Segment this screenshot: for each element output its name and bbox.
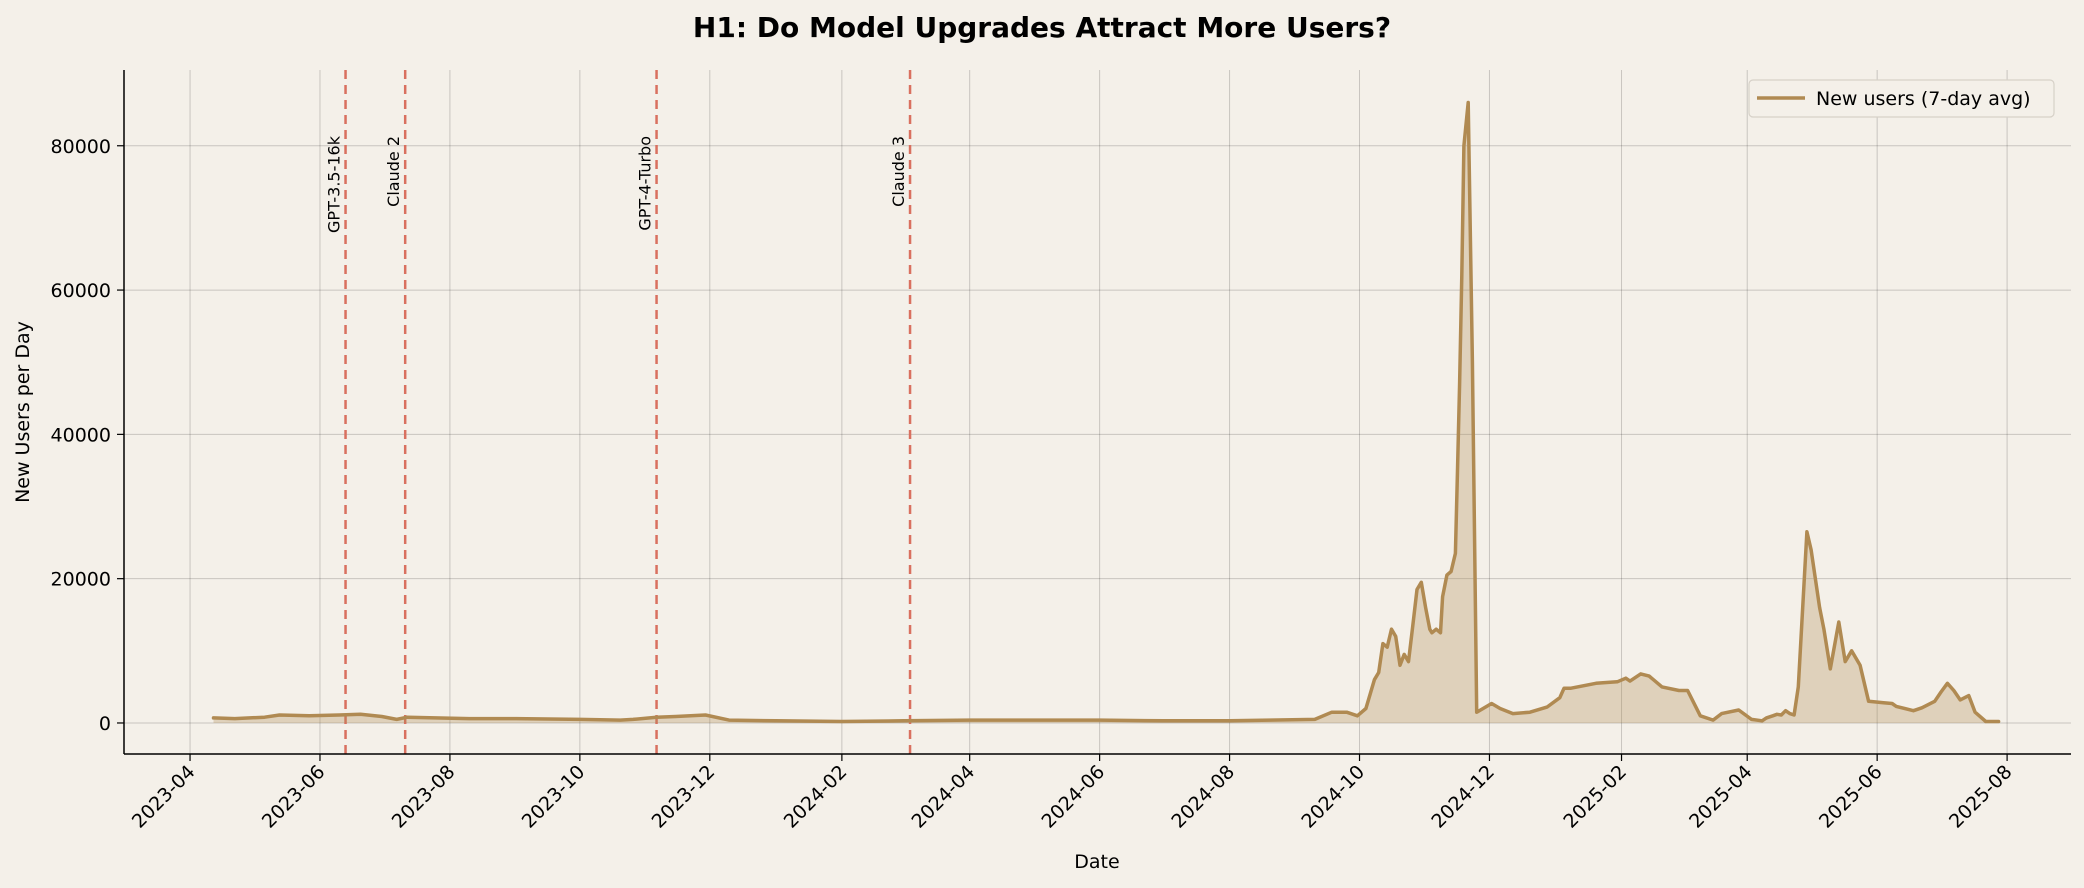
y-tick-label: 80000 xyxy=(51,136,111,158)
series-area-fill xyxy=(213,102,1999,723)
legend-box xyxy=(1748,79,2055,118)
y-tick-label: 40000 xyxy=(51,424,111,446)
event-markers: GPT-3.5-16k Claude 2 GPT-4-Turbo Claude 3 xyxy=(325,70,912,754)
x-axis-label: Date xyxy=(1074,851,1119,873)
event-label: Claude 3 xyxy=(889,136,908,207)
y-tick-label: 60000 xyxy=(51,280,111,302)
axes xyxy=(123,70,2071,755)
chart-title: H1: Do Model Upgrades Attract More Users… xyxy=(693,11,1391,44)
series-layer xyxy=(211,100,2001,724)
event-label: GPT-4-Turbo xyxy=(636,136,655,231)
y-tick-label: 0 xyxy=(99,713,111,735)
event-label: GPT-3.5-16k xyxy=(325,135,344,233)
y-tick-label: 20000 xyxy=(51,569,111,591)
y-axis-label: New Users per Day xyxy=(12,321,34,503)
series-line xyxy=(211,100,2001,724)
legend: New users (7-day avg) xyxy=(1748,79,2055,118)
grid xyxy=(124,70,2071,754)
legend-label: New users (7-day avg) xyxy=(1816,88,2031,110)
event-label: Claude 2 xyxy=(384,136,403,207)
